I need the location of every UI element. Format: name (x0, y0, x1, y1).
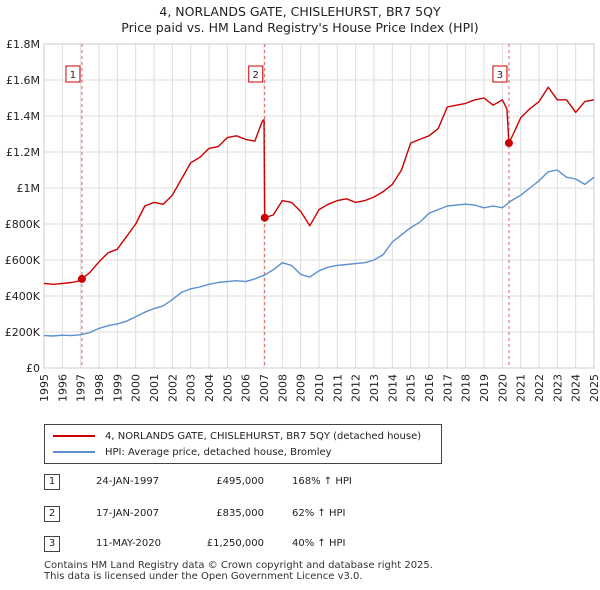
y-tick-label: £1.8M (6, 38, 40, 51)
y-tick-label: £800K (5, 218, 41, 231)
sale-number-box (65, 65, 81, 83)
legend: 4, NORLANDS GATE, CHISLEHURST, BR7 5QY (… (44, 424, 442, 464)
table-row: 1 24-JAN-1997 £495,000 168% ↑ HPI (44, 474, 404, 490)
chart-title: 4, NORLANDS GATE, CHISLEHURST, BR7 5QY P… (0, 4, 600, 36)
y-tick-label: £600K (5, 254, 41, 267)
legend-item-hpi: HPI: Average price, detached house, Brom… (53, 446, 332, 460)
y-tick-label: £1M (17, 182, 41, 195)
x-tick-label: 2008 (276, 374, 289, 402)
transaction-number-box: 1 (44, 474, 60, 490)
transaction-date: 17-JAN-2007 (96, 508, 160, 519)
title-line-1: 4, NORLANDS GATE, CHISLEHURST, BR7 5QY (159, 4, 441, 19)
legend-swatch-property (53, 435, 95, 437)
x-tick-label: 2010 (313, 374, 326, 402)
footer: Contains HM Land Registry data © Crown c… (44, 560, 433, 582)
sale-point (504, 139, 513, 147)
x-tick-label: 1995 (38, 374, 51, 402)
transaction-number-box: 3 (44, 536, 60, 552)
title-line-2: Price paid vs. HM Land Registry's House … (121, 20, 479, 35)
transaction-price: £835,000 (216, 508, 264, 519)
x-tick-label: 2004 (203, 374, 216, 402)
y-tick-label: £400K (5, 290, 41, 303)
y-tick-label: £1.2M (6, 146, 40, 159)
x-tick-label: 2019 (478, 374, 491, 402)
table-row: 3 11-MAY-2020 £1,250,000 40% ↑ HPI (44, 536, 404, 552)
x-tick-label: 1997 (75, 374, 88, 402)
x-tick-label: 2001 (148, 374, 161, 402)
transaction-hpi: 40% ↑ HPI (292, 538, 346, 549)
series-line (43, 86, 595, 285)
x-tick-label: 2025 (588, 374, 600, 402)
x-tick-label: 2021 (515, 374, 528, 402)
transaction-price: £1,250,000 (206, 538, 264, 549)
x-tick-label: 2002 (166, 374, 179, 402)
x-tick-label: 2017 (441, 374, 454, 402)
x-tick-label: 2003 (185, 374, 198, 402)
x-tick-label: 2012 (350, 374, 363, 402)
transaction-date: 11-MAY-2020 (96, 538, 162, 549)
y-tick-label: £0 (26, 362, 40, 375)
x-tick-label: 2024 (570, 374, 583, 402)
footer-copyright: Contains HM Land Registry data © Crown c… (44, 560, 433, 571)
legend-label-hpi: HPI: Average price, detached house, Brom… (105, 447, 332, 458)
legend-swatch-hpi (53, 451, 95, 453)
transaction-hpi: 62% ↑ HPI (292, 508, 346, 519)
sale-number-label: 2 (253, 70, 259, 81)
y-tick-label: £200K (5, 326, 41, 339)
x-tick-label: 1996 (56, 374, 69, 402)
footer-licence: This data is licensed under the Open Gov… (44, 571, 363, 582)
price-chart: £0 £200K £400K £600K £800K £1M £1.2M £1.4M £1.6M… (5, 38, 600, 402)
sale-point (260, 213, 269, 222)
x-tick-label: 2005 (221, 374, 234, 402)
x-tick-label: 2000 (130, 374, 143, 402)
x-tick-label: 1999 (111, 374, 124, 402)
sale-number-box (492, 65, 508, 83)
x-tick-label: 2023 (551, 374, 564, 402)
series-line (43, 169, 595, 337)
sale-point (77, 274, 86, 283)
x-tick-label: 2011 (331, 374, 344, 402)
y-tick-label: £1.6M (6, 74, 40, 87)
x-tick-label: 2007 (258, 374, 271, 402)
y-tick-label: £1.4M (6, 110, 40, 123)
table-row: 2 17-JAN-2007 £835,000 62% ↑ HPI (44, 506, 404, 522)
x-tick-label: 2020 (496, 374, 509, 402)
x-tick-label: 2009 (295, 374, 308, 402)
sale-number-label: 3 (497, 70, 503, 81)
legend-item-property: 4, NORLANDS GATE, CHISLEHURST, BR7 5QY (… (53, 430, 421, 444)
x-tick-label: 1998 (93, 374, 106, 402)
x-tick-label: 2018 (460, 374, 473, 402)
x-tick-label: 2013 (368, 374, 381, 402)
x-tick-label: 2016 (423, 374, 436, 402)
transaction-price: £495,000 (216, 476, 264, 487)
legend-label-property: 4, NORLANDS GATE, CHISLEHURST, BR7 5QY (… (105, 431, 422, 442)
x-tick-label: 2015 (405, 374, 418, 402)
transaction-number-box: 2 (44, 506, 60, 522)
x-tick-label: 2006 (240, 374, 253, 402)
plot-border (43, 43, 595, 369)
x-tick-label: 2022 (533, 374, 546, 402)
sale-number-label: 1 (70, 70, 76, 81)
sale-number-box (248, 65, 264, 83)
transaction-hpi: 168% ↑ HPI (292, 476, 352, 487)
transaction-date: 24-JAN-1997 (96, 476, 160, 487)
x-tick-label: 2014 (386, 374, 399, 402)
